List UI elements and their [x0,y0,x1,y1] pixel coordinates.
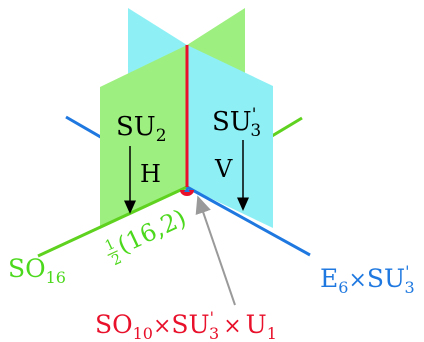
gray-arrow [195,195,236,306]
su2-label: SU2 [116,112,167,146]
green-plane-front [100,45,187,229]
h-label: H [140,160,161,188]
so16-label: SO16 [8,254,66,287]
cyan-plane-front [187,45,273,228]
intersection-marker-blue [184,187,190,192]
su3-prime-label: SU' 3 [212,105,261,141]
so10-su3-u1-label: SO10×SU' 3 × U1 [95,308,277,342]
e6-su3-label: E6×SU' 3 [320,262,415,297]
green-axis-front [37,185,188,258]
intersection-marker [180,190,194,196]
v-label: V [214,155,233,183]
